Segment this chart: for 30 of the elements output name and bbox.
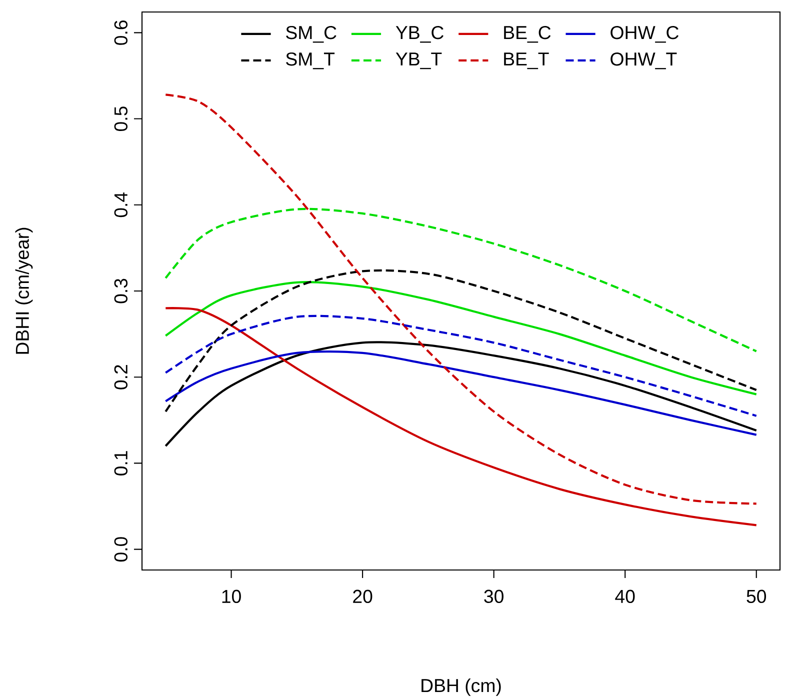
x-tick-label: 50 (746, 590, 766, 604)
line-series (164, 281, 758, 396)
x-tick-label: 10 (222, 590, 241, 604)
y-tick-label: 0.1 (114, 451, 128, 476)
x-tick-label: 40 (615, 590, 635, 604)
y-axis-title: DBHI (cm/year) (15, 228, 33, 354)
legend-label: SM_C (286, 26, 336, 43)
legend-label: OHW_T (610, 52, 677, 70)
legend-label: BE_T (504, 52, 549, 70)
line-series (164, 314, 758, 417)
line-series (164, 341, 758, 448)
y-tick-label: 0.3 (114, 278, 128, 304)
line-series (164, 94, 758, 505)
legend-label: YB_T (396, 52, 442, 70)
x-axis-title: DBH (cm) (422, 678, 501, 696)
y-tick-label: 0.6 (114, 20, 128, 45)
legend-label: SM_T (286, 52, 335, 70)
line-series (164, 350, 758, 436)
line-series (164, 208, 758, 352)
y-tick-label: 0.5 (114, 106, 128, 132)
legend-label: BE_C (504, 26, 551, 43)
legend-label: OHW_C (610, 26, 679, 43)
x-tick-label: 30 (484, 590, 504, 604)
legend-label: YB_C (396, 26, 444, 43)
line-series (164, 307, 758, 526)
y-tick-label: 0.0 (114, 537, 128, 562)
x-tick-label: 20 (353, 590, 372, 604)
y-tick-label: 0.4 (114, 192, 128, 218)
y-tick-label: 0.2 (114, 365, 128, 390)
line-series (164, 269, 758, 413)
